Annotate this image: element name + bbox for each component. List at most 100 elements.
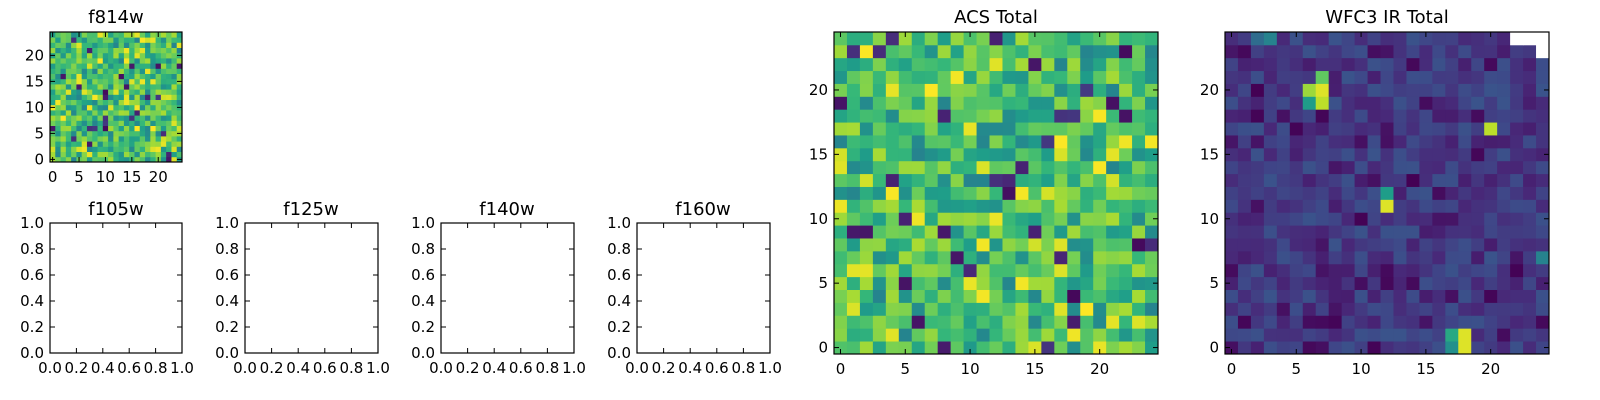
pixel-cell — [1145, 315, 1159, 329]
pixel-cell — [1406, 276, 1420, 290]
pixel-cell — [55, 37, 61, 43]
pixel-cell — [1041, 83, 1055, 97]
pixel-cell — [872, 70, 887, 84]
pixel-cell — [950, 122, 964, 136]
pixel-cell — [129, 110, 135, 116]
pixel-cell — [55, 68, 61, 74]
pixel-cell — [1484, 225, 1498, 239]
pixel-cell — [1497, 109, 1511, 123]
pixel-cell — [859, 199, 874, 213]
pixel-cell — [1132, 44, 1146, 59]
pixel-cell — [1341, 238, 1355, 252]
pixel-cell — [166, 156, 172, 163]
pixel-cell — [1471, 225, 1485, 239]
pixel-cell — [898, 173, 913, 187]
pixel-cell — [976, 263, 990, 278]
pixel-cell — [118, 120, 125, 126]
pixel-cell — [872, 186, 887, 200]
pixel-cell — [118, 110, 125, 116]
pixel-cell — [1406, 289, 1420, 303]
pixel-cell — [1536, 44, 1550, 59]
pixel-cell — [108, 78, 114, 85]
pixel-cell — [1497, 225, 1511, 239]
pixel-cell — [1523, 212, 1537, 226]
pixel-cell — [989, 225, 1003, 239]
pixel-cell — [50, 47, 56, 54]
pixel-cell — [911, 109, 926, 123]
pixel-cell — [150, 37, 156, 43]
pixel-cell — [1054, 341, 1068, 355]
pixel-cell — [872, 302, 887, 316]
pixel-cell — [150, 146, 156, 152]
pixel-cell — [1341, 199, 1355, 213]
pixel-cell — [1393, 238, 1407, 252]
pixel-cell — [113, 110, 120, 116]
pixel-cell — [924, 276, 939, 290]
pixel-cell — [1237, 83, 1252, 97]
pixel-cell — [1263, 135, 1278, 149]
pixel-cell — [1497, 160, 1511, 175]
pixel-cell — [834, 44, 848, 59]
pixel-cell — [1250, 263, 1265, 278]
pixel-cell — [1276, 250, 1291, 265]
pixel-cell — [963, 302, 977, 316]
pixel-cell — [1028, 302, 1042, 316]
pixel-cell — [885, 263, 900, 278]
pixel-cell — [1237, 199, 1252, 213]
pixel-cell — [1445, 70, 1459, 84]
pixel-cell — [139, 58, 146, 64]
pixel-cell — [108, 84, 114, 90]
pixel-cell — [1263, 147, 1278, 162]
pixel-cell — [911, 289, 926, 303]
pixel-cell — [1406, 225, 1420, 239]
pixel-cell — [976, 199, 990, 213]
pixel-cell — [1132, 341, 1146, 355]
pixel-cell — [160, 104, 167, 111]
pixel-cell — [1523, 70, 1537, 84]
pixel-cell — [1328, 289, 1343, 303]
pixel-cell — [1028, 122, 1042, 136]
pixel-cell — [1510, 276, 1524, 290]
pixel-cell — [108, 130, 114, 137]
pixel-cell — [1471, 83, 1485, 97]
pixel-cell — [65, 89, 72, 95]
pixel-cell — [1445, 199, 1459, 213]
pixel-cell — [71, 136, 77, 142]
pixel-cell — [155, 115, 162, 121]
pixel-cell — [129, 58, 135, 64]
pixel-cell — [1289, 341, 1304, 355]
pixel-cell — [160, 120, 167, 126]
pixel-cell — [134, 89, 141, 95]
pixel-cell — [1237, 122, 1252, 136]
pixel-cell — [108, 94, 114, 100]
pixel-cell — [134, 151, 141, 158]
pixel-cell — [1302, 225, 1317, 239]
pixel-cell — [166, 63, 172, 69]
pixel-cell — [1028, 199, 1042, 213]
pixel-cell — [1393, 83, 1407, 97]
pixel-cell — [950, 147, 964, 162]
pixel-cell — [1458, 289, 1472, 303]
pixel-cell — [1028, 315, 1042, 329]
pixel-cell — [1523, 315, 1537, 329]
pixel-cell — [859, 160, 874, 175]
pixel-cell — [1145, 83, 1159, 97]
pixel-cell — [123, 68, 130, 74]
wfc3-ir-total-xtick-label: 10 — [1352, 360, 1371, 378]
pixel-cell — [898, 315, 913, 329]
pixel-cell — [989, 289, 1003, 303]
pixel-cell — [1080, 263, 1094, 278]
pixel-cell — [76, 84, 83, 90]
pixel-cell — [898, 186, 913, 200]
pixel-cell — [950, 315, 964, 329]
pixel-cell — [81, 47, 88, 54]
pixel-cell — [123, 78, 130, 85]
pixel-cell — [1419, 302, 1433, 316]
pixel-cell — [1354, 57, 1368, 72]
pixel-cell — [171, 47, 178, 54]
pixel-cell — [1367, 96, 1381, 110]
pixel-cell — [145, 125, 151, 132]
pixel-cell — [1497, 341, 1511, 355]
pixel-cell — [1406, 147, 1420, 162]
pixel-cell — [1341, 186, 1355, 200]
